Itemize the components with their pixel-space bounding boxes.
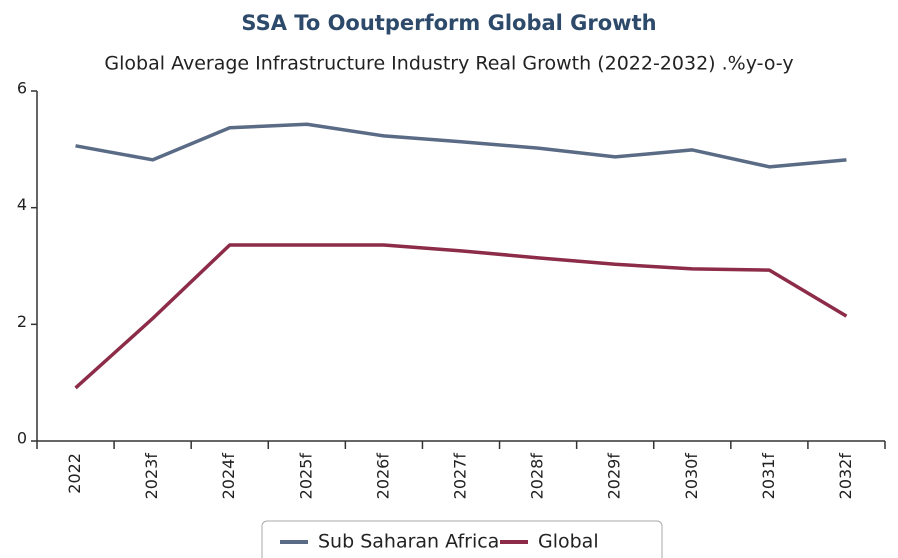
x-tick-label: 2030f	[682, 453, 701, 500]
x-tick-label: 2029f	[605, 453, 624, 500]
x-tick-label: 2026f	[373, 453, 392, 500]
legend-box	[261, 520, 663, 558]
y-tick-label: 6	[17, 79, 27, 98]
chart-subtitle: Global Average Infrastructure Industry R…	[104, 53, 793, 75]
x-tick-label: 2022	[65, 453, 84, 494]
x-tick-label: 2025f	[296, 453, 315, 500]
x-tick-label: 2031f	[759, 453, 778, 500]
y-tick-label: 0	[17, 429, 27, 448]
x-tick-label: 2032f	[836, 453, 855, 500]
x-tick-label: 2027f	[451, 453, 470, 500]
x-tick-label: 2024f	[219, 453, 238, 500]
chart-title: SSA To Ooutperform Global Growth	[241, 11, 656, 35]
series-line	[74, 243, 848, 390]
legend-label: Sub Saharan Africa	[318, 531, 499, 553]
legend-label: Global	[538, 531, 599, 553]
y-tick-label: 4	[17, 195, 27, 214]
x-tick-label: 2023f	[142, 453, 161, 500]
x-tick-label: 2028f	[528, 453, 547, 500]
y-tick-label: 2	[17, 312, 27, 331]
series-line	[75, 122, 847, 169]
